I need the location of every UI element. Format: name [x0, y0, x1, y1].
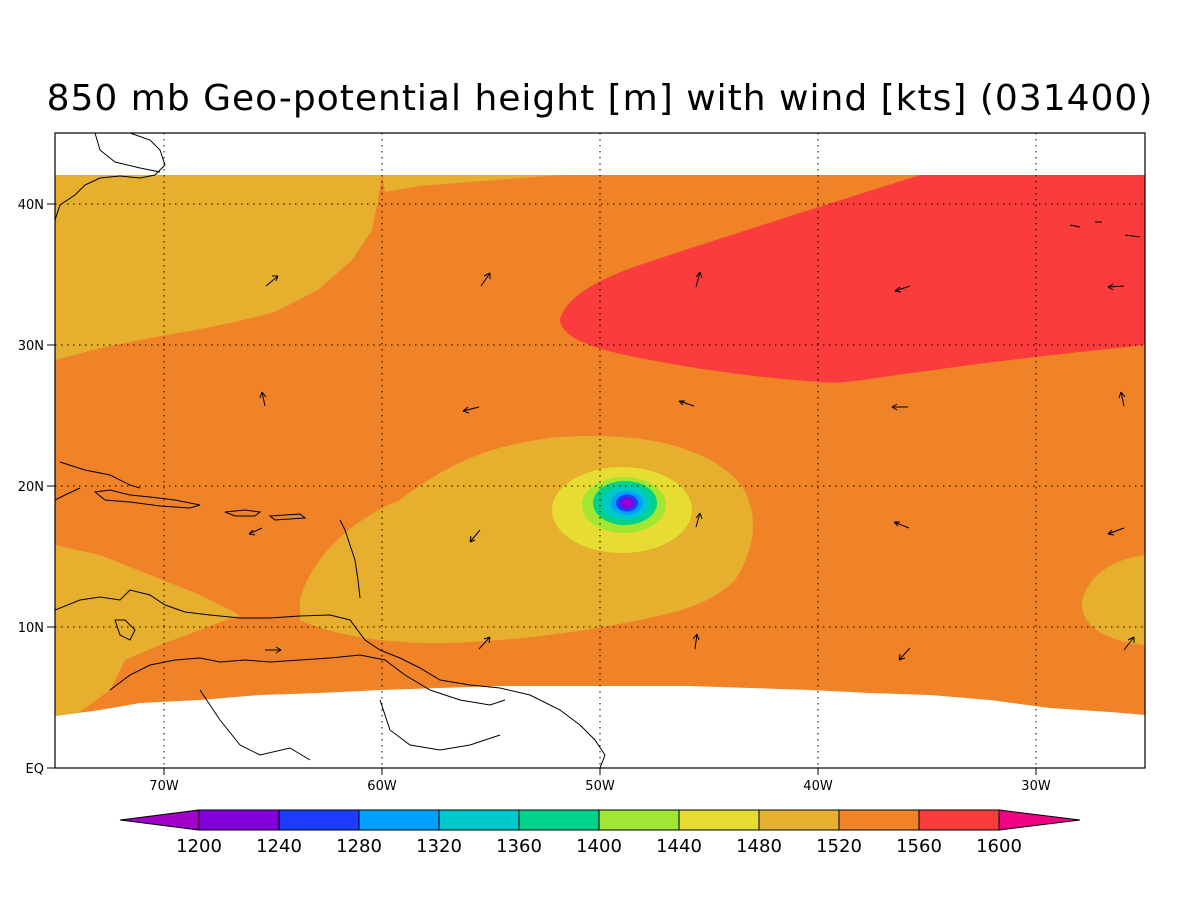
wind-arrow	[891, 403, 908, 411]
colorbar-swatch	[278, 809, 360, 831]
lat-label-eq: EQ	[26, 762, 44, 777]
wind-arrow	[265, 646, 282, 654]
lon-label-60w: 60W	[367, 779, 397, 794]
wind-arrow	[1123, 636, 1135, 651]
colorbar-level-label: 1320	[416, 836, 462, 857]
wind-vectors	[248, 271, 1135, 661]
wind-arrow	[898, 647, 911, 661]
coast-jamaica	[224, 509, 262, 517]
colorbar-swatch	[518, 809, 600, 831]
coast-islands-ne	[1069, 221, 1141, 238]
colorbar-swatch	[598, 809, 680, 831]
lon-label-30w: 30W	[1021, 779, 1051, 794]
band-below-1200	[623, 500, 631, 506]
band-1480-1520-sw	[55, 545, 240, 716]
coast-interior-2	[379, 699, 501, 751]
map-plot-area	[55, 133, 1145, 768]
lon-label-70w: 70W	[149, 779, 179, 794]
wind-arrow	[695, 512, 703, 528]
grid-lines	[55, 133, 1145, 768]
wind-arrow	[678, 400, 695, 407]
lat-label-30n: 30N	[18, 339, 44, 354]
colorbar-level-label: 1480	[736, 836, 782, 857]
colorbar-level-label: 1440	[656, 836, 702, 857]
band-1480-1520-east	[1081, 555, 1145, 645]
colorbar-level-label: 1240	[256, 836, 302, 857]
wind-arrow	[480, 272, 491, 287]
wind-arrow	[469, 529, 481, 543]
wind-arrow	[695, 271, 703, 288]
wind-arrow	[265, 275, 279, 287]
lat-label-40n: 40N	[18, 198, 44, 213]
coast-nova-scotia	[94, 133, 161, 173]
colorbar-swatch	[758, 809, 840, 831]
wind-arrow	[248, 527, 263, 536]
colorbar-level-label: 1280	[336, 836, 382, 857]
colorbar-swatch	[438, 809, 520, 831]
colorbar-swatch	[678, 809, 760, 831]
coast-florida	[55, 487, 81, 501]
coast-south-america-inland	[109, 654, 506, 706]
colorbar-swatch	[198, 809, 280, 831]
colorbar: 1200 1240 1280 1320 1360 1400 1440 1480 1520 1560…	[119, 809, 1081, 857]
wind-arrow	[1118, 391, 1126, 407]
wind-arrow	[478, 636, 491, 650]
wind-arrow	[692, 633, 700, 650]
chart-title: 850 mb Geo-potential height [m] with win…	[46, 78, 1154, 119]
lat-axis	[47, 203, 55, 769]
wind-arrow	[1107, 527, 1125, 536]
lat-label-20n: 20N	[18, 480, 44, 495]
wind-arrow	[894, 285, 911, 293]
colorbar-swatch	[358, 809, 440, 831]
band-1480-1520-nw	[55, 175, 382, 360]
coast-lake	[114, 619, 136, 641]
lat-label-10n: 10N	[18, 621, 44, 636]
wind-arrow	[462, 406, 480, 414]
wind-arrow	[893, 521, 910, 529]
coast-antilles	[339, 519, 361, 599]
colorbar-level-label: 1600	[976, 836, 1022, 857]
colorbar-swatch	[838, 809, 920, 831]
coast-puerto-rico	[268, 513, 307, 521]
colorbar-level-label: 1400	[576, 836, 622, 857]
colorbar-swatch	[918, 809, 1000, 831]
colorbar-level-label: 1520	[816, 836, 862, 857]
band-1480-1520-top	[382, 175, 560, 192]
lon-axis	[163, 768, 1037, 775]
colorbar-level-label: 1560	[896, 836, 942, 857]
coast-venezuela	[55, 589, 606, 768]
colorbar-arrow-high	[998, 809, 1081, 831]
colorbar-level-label: 1360	[496, 836, 542, 857]
coast-hispaniola	[93, 489, 201, 509]
lon-label-50w: 50W	[585, 779, 615, 794]
wind-arrow	[259, 391, 267, 407]
lon-label-40w: 40W	[803, 779, 833, 794]
band-1560-1600-ne	[560, 175, 1145, 383]
coast-interior-1	[199, 689, 311, 761]
colorbar-arrow-low	[119, 809, 200, 831]
wind-arrow	[1107, 283, 1125, 291]
colorbar-level-label: 1200	[176, 836, 222, 857]
coast-north-america	[55, 133, 166, 221]
